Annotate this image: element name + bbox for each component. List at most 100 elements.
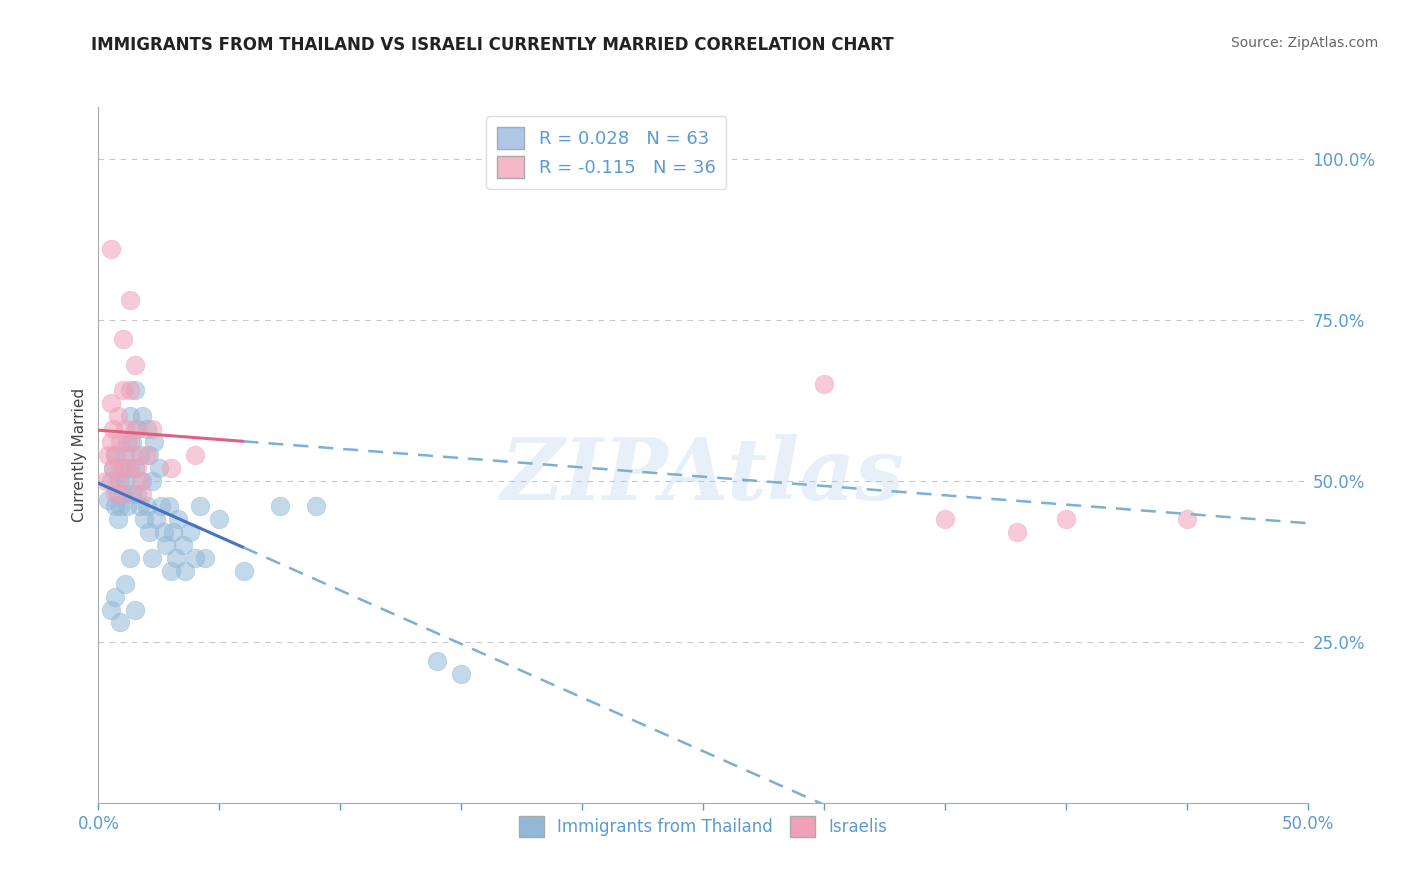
Point (111, 332, 134, 346)
Point (100, 474, 122, 488)
Point (124, 422, 146, 436)
Point (117, 460, 139, 475)
Point (121, 435, 143, 450)
Y-axis label: Currently Married: Currently Married (72, 388, 87, 522)
Point (100, 396, 122, 410)
Point (127, 422, 149, 436)
Point (128, 500, 150, 514)
Point (124, 384, 146, 398)
Point (143, 435, 166, 450)
Point (118, 293, 141, 308)
Point (114, 474, 136, 488)
Point (172, 538, 194, 552)
Point (152, 525, 174, 540)
Point (145, 512, 167, 526)
Point (104, 448, 127, 462)
Point (131, 474, 153, 488)
Point (107, 409, 129, 424)
Point (121, 448, 143, 462)
Point (813, 377, 835, 392)
Point (100, 242, 122, 256)
Point (111, 384, 134, 398)
Point (141, 422, 163, 436)
Point (141, 474, 163, 488)
Point (127, 460, 149, 475)
Point (117, 500, 139, 514)
Point (184, 551, 207, 566)
Point (104, 448, 127, 462)
Point (124, 460, 146, 475)
Point (208, 512, 231, 526)
Point (127, 486, 149, 500)
Point (128, 474, 150, 488)
Point (107, 512, 129, 526)
Point (305, 500, 328, 514)
Point (111, 486, 134, 500)
Point (150, 500, 173, 514)
Point (134, 512, 156, 526)
Point (118, 409, 141, 424)
Point (232, 564, 254, 578)
Point (155, 538, 177, 552)
Point (107, 474, 129, 488)
Point (100, 602, 122, 616)
Point (101, 460, 124, 475)
Point (104, 500, 127, 514)
Point (108, 500, 131, 514)
Point (174, 564, 197, 578)
Point (135, 500, 157, 514)
Point (1007, 525, 1029, 540)
Point (138, 525, 160, 540)
Point (108, 435, 131, 450)
Point (124, 358, 146, 372)
Point (128, 448, 150, 462)
Point (94, 474, 117, 488)
Text: IMMIGRANTS FROM THAILAND VS ISRAELI CURRENTLY MARRIED CORRELATION CHART: IMMIGRANTS FROM THAILAND VS ISRAELI CURR… (91, 36, 894, 54)
Point (107, 486, 129, 500)
Point (101, 422, 124, 436)
Point (135, 422, 157, 436)
Point (165, 551, 187, 566)
Text: ZIPAtlas: ZIPAtlas (501, 434, 905, 517)
Point (111, 486, 134, 500)
Point (118, 551, 141, 566)
Point (104, 590, 127, 604)
Point (1054, 512, 1077, 526)
Point (162, 525, 184, 540)
Point (160, 460, 183, 475)
Point (141, 551, 163, 566)
Point (121, 486, 143, 500)
Point (188, 500, 211, 514)
Point (131, 409, 153, 424)
Point (118, 460, 141, 475)
Point (138, 448, 160, 462)
Point (194, 551, 217, 566)
Point (100, 435, 122, 450)
Point (117, 435, 139, 450)
Point (160, 564, 183, 578)
Point (108, 474, 131, 488)
Point (167, 512, 190, 526)
Point (1175, 512, 1198, 526)
Point (124, 602, 146, 616)
Point (114, 422, 136, 436)
Point (179, 525, 201, 540)
Text: Source: ZipAtlas.com: Source: ZipAtlas.com (1230, 36, 1378, 50)
Point (114, 576, 136, 591)
Point (118, 435, 141, 450)
Point (131, 486, 153, 500)
Point (426, 654, 449, 668)
Point (269, 500, 291, 514)
Point (148, 460, 170, 475)
Point (108, 460, 131, 475)
Point (934, 512, 956, 526)
Legend: Immigrants from Thailand, Israelis: Immigrants from Thailand, Israelis (512, 810, 894, 843)
Point (184, 448, 207, 462)
Point (111, 460, 134, 475)
Point (104, 486, 127, 500)
Point (97, 493, 120, 508)
Point (114, 448, 136, 462)
Point (118, 384, 141, 398)
Point (101, 460, 124, 475)
Point (135, 448, 157, 462)
